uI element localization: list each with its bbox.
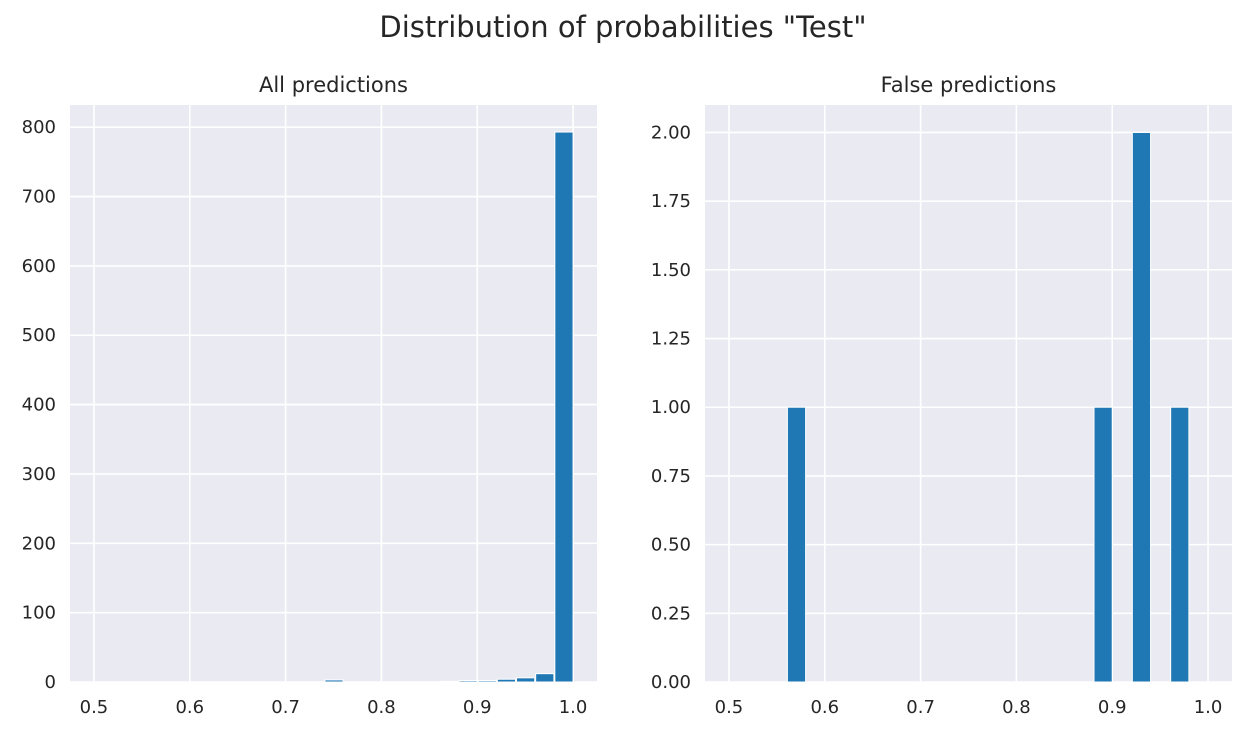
y-tick-label: 1.50 — [651, 260, 691, 281]
histogram-bar — [516, 677, 536, 683]
x-tick-label: 0.6 — [175, 697, 204, 718]
y-tick-label: 100 — [22, 603, 56, 624]
histogram-bar — [1131, 131, 1152, 683]
y-tick-label: 500 — [22, 325, 56, 346]
x-tick-label: 0.7 — [906, 697, 935, 718]
plot-area — [705, 105, 1232, 682]
y-tick-label: 2.00 — [651, 122, 691, 143]
y-tick-label: 1.75 — [651, 191, 691, 212]
histogram-bar — [535, 673, 555, 683]
y-tick-label: 1.25 — [651, 329, 691, 350]
x-tick-label: 1.0 — [1194, 697, 1223, 718]
x-tick-label: 0.7 — [271, 697, 300, 718]
y-tick-label: 600 — [22, 256, 56, 277]
histogram-bar — [477, 680, 497, 683]
x-tick-label: 1.0 — [559, 697, 588, 718]
y-tick-label: 400 — [22, 395, 56, 416]
histogram-bar — [439, 680, 459, 683]
histogram-bar — [458, 680, 478, 683]
y-tick-label: 1.00 — [651, 397, 691, 418]
subplot-1: 0.5 0.6 0.7 0.8 0.9 1.0 0 100 200 300 400 500 600 700… — [22, 73, 597, 718]
y-tick-label: 0.75 — [651, 466, 691, 487]
y-tick-label: 0.25 — [651, 603, 691, 624]
y-tick-label: 0.00 — [651, 672, 691, 693]
y-tick-label: 800 — [22, 117, 56, 138]
subplot-title: All predictions — [259, 73, 408, 97]
x-tick-label: 0.8 — [1002, 697, 1031, 718]
histogram-bar — [1093, 406, 1113, 683]
histogram-bar — [554, 131, 574, 683]
plot-area — [70, 105, 597, 682]
y-tick-label: 200 — [22, 533, 56, 554]
histogram-bar — [324, 679, 344, 683]
x-tick-label: 0.6 — [810, 697, 839, 718]
x-tick-label: 0.9 — [463, 697, 492, 718]
histogram-bar — [1170, 406, 1190, 683]
y-tick-label: 300 — [22, 464, 56, 485]
x-tick-label: 0.5 — [715, 697, 744, 718]
y-tick-label: 700 — [22, 187, 56, 208]
y-tick-label: 0.50 — [651, 535, 691, 556]
x-tick-label: 0.8 — [367, 697, 396, 718]
histogram-bar — [786, 406, 807, 683]
figure-title: Distribution of probabilities "Test" — [379, 10, 867, 44]
x-tick-label: 0.5 — [80, 697, 109, 718]
y-tick-label: 0 — [45, 672, 56, 693]
histogram-bar — [496, 678, 517, 683]
x-tick-label: 0.9 — [1098, 697, 1127, 718]
subplot-title: False predictions — [881, 73, 1057, 97]
subplot-2: 0.5 0.6 0.7 0.8 0.9 1.0 0.00 0.25 0.50 0.75 1.00 1.… — [651, 73, 1232, 718]
